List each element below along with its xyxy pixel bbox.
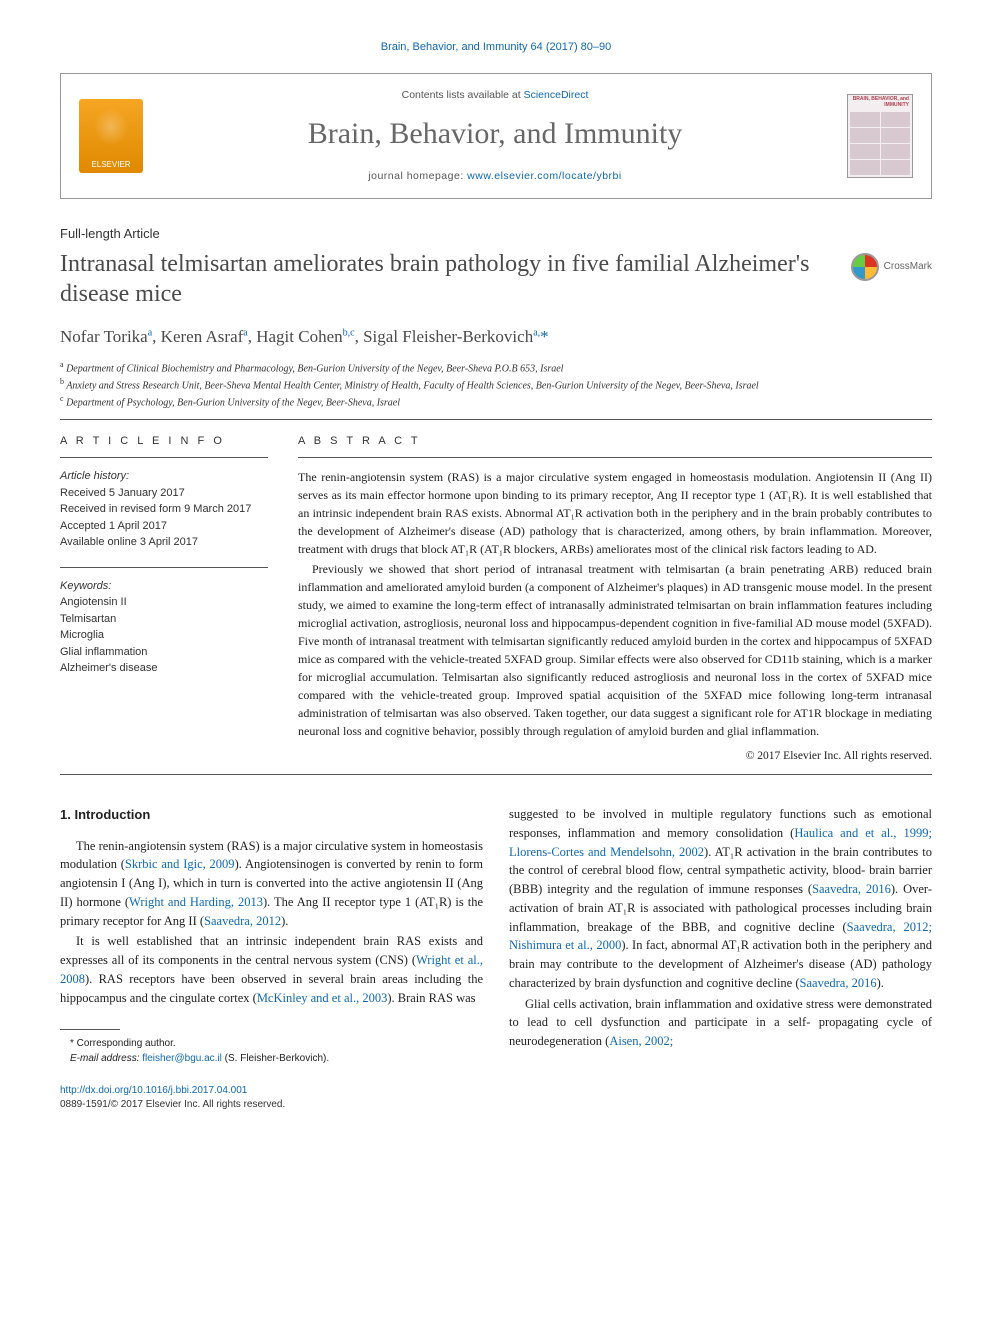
cover-thumb-title: BRAIN, BEHAVIOR, and IMMUNITY: [848, 95, 912, 110]
email-suffix: (S. Fleisher-Berkovich).: [222, 1053, 329, 1064]
body-paragraph: It is well established that an intrinsic…: [60, 932, 483, 1007]
body-column-right: suggested to be involved in multiple reg…: [509, 805, 932, 1066]
crossmark-icon: [851, 253, 879, 281]
keywords-list: Angiotensin IITelmisartanMicrogliaGlial …: [60, 594, 268, 677]
journal-homepage-line: journal homepage: www.elsevier.com/locat…: [163, 169, 827, 184]
abstract-text: The renin-angiotensin system (RAS) is a …: [298, 468, 932, 740]
sciencedirect-link[interactable]: ScienceDirect: [524, 89, 589, 101]
history-received: Received 5 January 2017: [60, 485, 268, 502]
body-paragraph: The renin-angiotensin system (RAS) is a …: [60, 837, 483, 931]
page-footer: http://dx.doi.org/10.1016/j.bbi.2017.04.…: [60, 1084, 932, 1112]
divider: [60, 457, 268, 458]
article-type-label: Full-length Article: [60, 225, 932, 243]
email-label: E-mail address:: [70, 1053, 142, 1064]
corresponding-email-link[interactable]: fleisher@bgu.ac.il: [142, 1053, 222, 1064]
divider: [60, 419, 932, 420]
text-span: ).: [877, 976, 884, 990]
article-history: Article history: Received 5 January 2017…: [60, 468, 268, 551]
text-span: ). Brain RAS was: [387, 991, 475, 1005]
divider: [298, 457, 932, 458]
history-revised: Received in revised form 9 March 2017: [60, 501, 268, 518]
citation-link[interactable]: Wright and Harding, 2013: [129, 895, 263, 909]
abstract-paragraph: Previously we showed that short period o…: [298, 560, 932, 740]
text-span: Glial cells activation, brain inflammati…: [509, 997, 932, 1049]
journal-header-box: ELSEVIER Contents lists available at Sci…: [60, 73, 932, 198]
corresponding-label: * Corresponding author.: [70, 1038, 176, 1049]
journal-cover-thumbnail: BRAIN, BEHAVIOR, and IMMUNITY: [847, 94, 913, 178]
text-span: ).: [281, 914, 288, 928]
doi-link[interactable]: http://dx.doi.org/10.1016/j.bbi.2017.04.…: [60, 1085, 247, 1096]
abstract-heading: A B S T R A C T: [298, 434, 932, 449]
crossmark-label: CrossMark: [884, 260, 932, 274]
citation-link[interactable]: Aisen, 2002;: [609, 1034, 673, 1048]
article-info-heading: A R T I C L E I N F O: [60, 434, 268, 449]
footnote-separator: [60, 1029, 120, 1030]
divider: [60, 774, 932, 775]
body-column-left: 1. Introduction The renin-angiotensin sy…: [60, 805, 483, 1066]
affiliations-block: a Department of Clinical Biochemistry an…: [60, 359, 932, 411]
history-online: Available online 3 April 2017: [60, 534, 268, 551]
contents-prefix: Contents lists available at: [402, 89, 524, 101]
corresponding-author-footnote: * Corresponding author. E-mail address: …: [60, 1036, 483, 1066]
history-accepted: Accepted 1 April 2017: [60, 518, 268, 535]
citation-link[interactable]: Skrbic and Igic, 2009: [125, 857, 235, 871]
keywords-block: Keywords: Angiotensin IITelmisartanMicro…: [60, 578, 268, 677]
citation-link[interactable]: Saavedra, 2016: [800, 976, 877, 990]
body-paragraph: suggested to be involved in multiple reg…: [509, 805, 932, 993]
article-title: Intranasal telmisartan ameliorates brain…: [60, 249, 831, 309]
keywords-label: Keywords:: [60, 578, 268, 595]
elsevier-logo: ELSEVIER: [79, 99, 143, 173]
crossmark-badge[interactable]: CrossMark: [851, 253, 932, 281]
citation-link[interactable]: Saavedra, 2012: [204, 914, 281, 928]
abstract-copyright: © 2017 Elsevier Inc. All rights reserved…: [298, 748, 932, 764]
elsevier-logo-label: ELSEVIER: [91, 159, 130, 170]
homepage-prefix: journal homepage:: [368, 170, 467, 182]
history-label: Article history:: [60, 468, 268, 485]
cover-thumb-grid: [848, 110, 912, 177]
divider: [60, 567, 268, 568]
contents-available-line: Contents lists available at ScienceDirec…: [163, 88, 827, 103]
journal-reference: Brain, Behavior, and Immunity 64 (2017) …: [60, 40, 932, 55]
journal-homepage-link[interactable]: www.elsevier.com/locate/ybrbi: [467, 170, 622, 182]
citation-link[interactable]: McKinley and et al., 2003: [257, 991, 388, 1005]
body-paragraph: Glial cells activation, brain inflammati…: [509, 995, 932, 1051]
journal-name: Brain, Behavior, and Immunity: [163, 113, 827, 155]
citation-link[interactable]: Saavedra, 2016: [812, 882, 891, 896]
issn-copyright-line: 0889-1591/© 2017 Elsevier Inc. All right…: [60, 1099, 285, 1110]
introduction-heading: 1. Introduction: [60, 805, 483, 825]
abstract-paragraph: The renin-angiotensin system (RAS) is a …: [298, 468, 932, 558]
authors-line: Nofar Torikaa, Keren Asrafa, Hagit Cohen…: [60, 325, 932, 349]
